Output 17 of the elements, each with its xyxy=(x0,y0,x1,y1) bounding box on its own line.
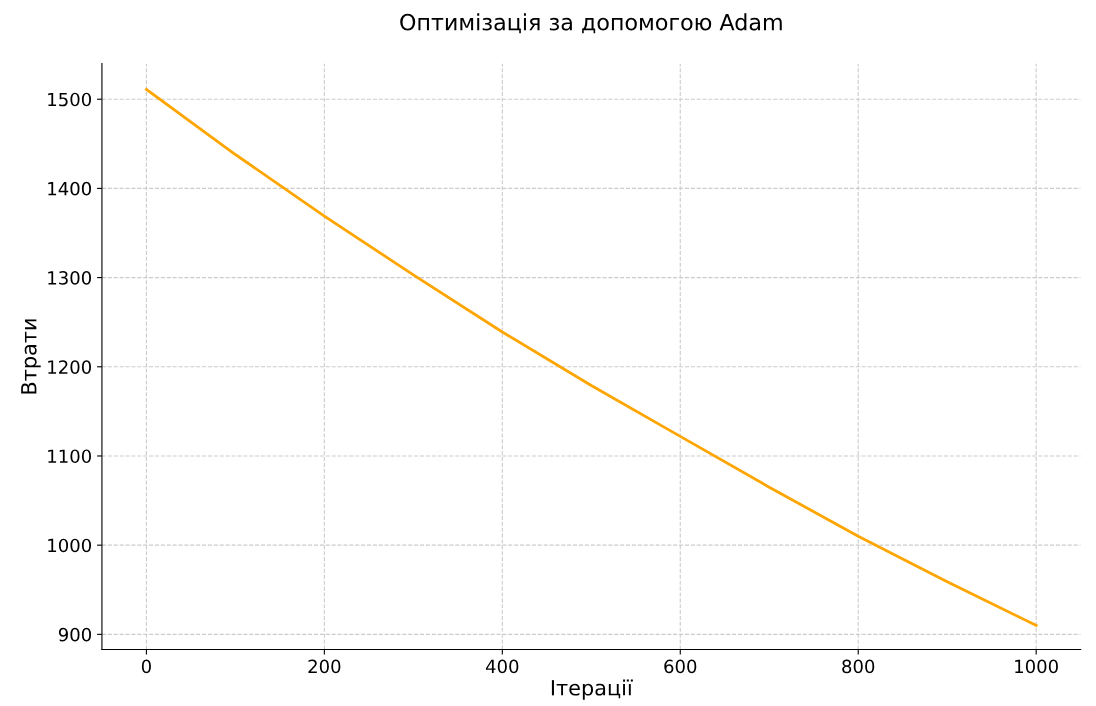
x-tick-label: 600 xyxy=(664,659,697,674)
x-tick-label: 1000 xyxy=(1015,659,1058,674)
x-tick-label: 0 xyxy=(141,659,151,674)
y-tick-label: 1400 xyxy=(48,181,92,196)
y-tick-label: 1300 xyxy=(48,271,92,285)
line-series xyxy=(145,88,1038,627)
y-tick-label: 1500 xyxy=(48,92,92,107)
x-tick-label: 800 xyxy=(842,659,875,674)
y-tick-label: 1000 xyxy=(48,538,92,553)
y-tick-label: 1100 xyxy=(48,449,92,464)
chart-title: Оптимізація за допомогою Adam xyxy=(400,13,782,34)
y-tick-label: 900 xyxy=(58,627,92,642)
x-tick-label: 200 xyxy=(308,659,341,674)
x-tick-label: 400 xyxy=(485,659,519,674)
x-axis-title: Ітерації xyxy=(551,679,633,700)
y-tick-label: 1200 xyxy=(48,360,92,374)
y-axis-title: Втрати xyxy=(21,319,41,394)
